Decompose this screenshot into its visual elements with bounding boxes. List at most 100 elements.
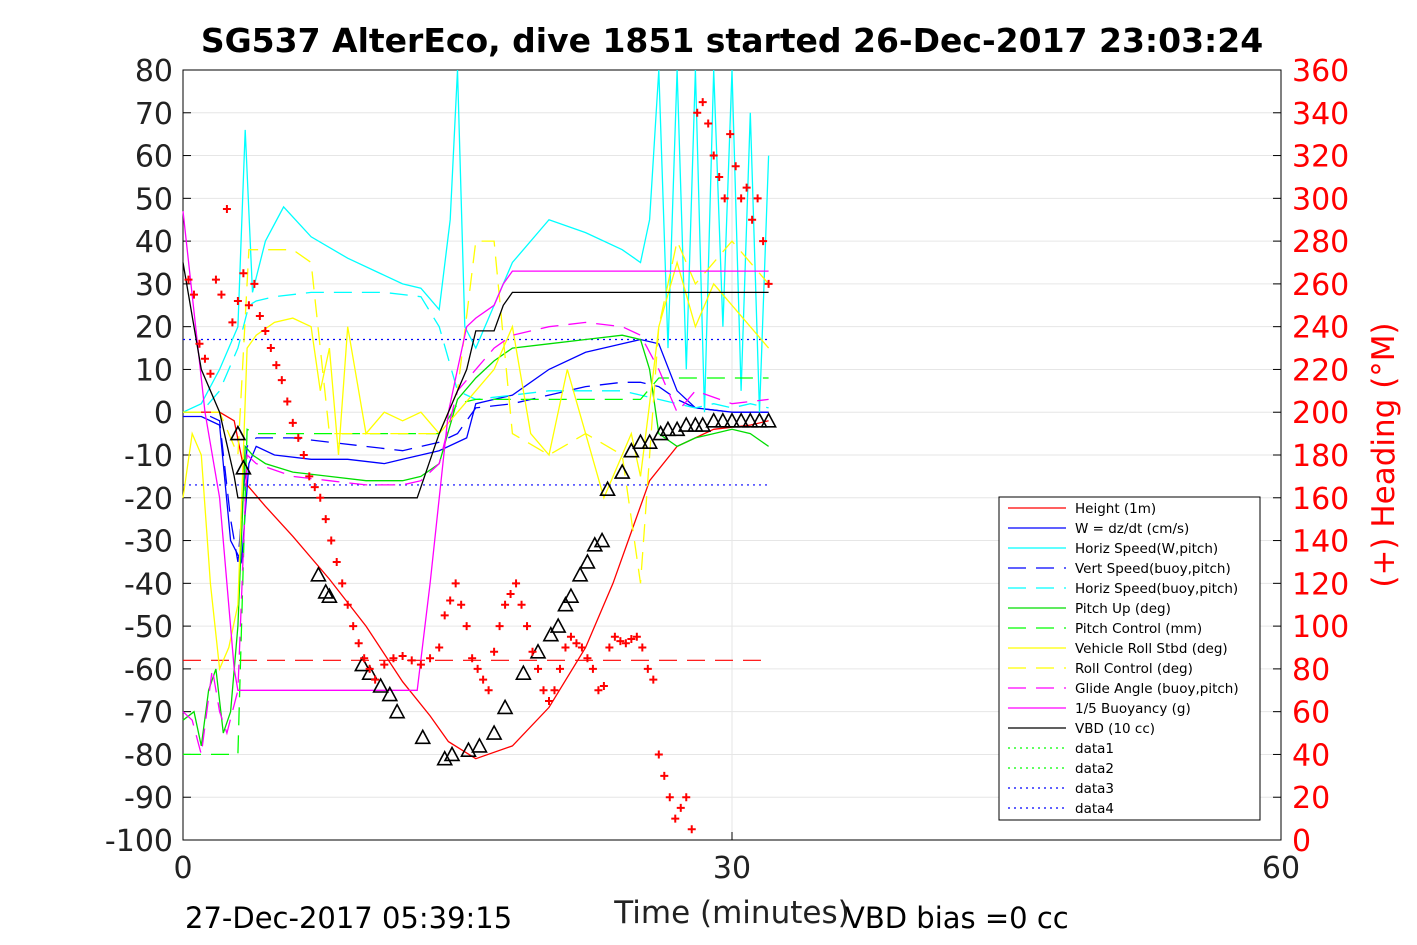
- left-tick-label: -90: [124, 781, 173, 816]
- left-tick-label: 70: [135, 97, 173, 132]
- heading-point: [643, 664, 652, 673]
- heading-points: [184, 98, 773, 834]
- heading-point: [704, 119, 713, 128]
- heading-point: [545, 696, 553, 705]
- heading-point: [660, 771, 669, 780]
- depth-markers: [229, 412, 777, 766]
- depth-marker: [751, 412, 768, 428]
- legend-label: data1: [1075, 741, 1114, 757]
- heading-point: [272, 361, 281, 370]
- right-tick-label: 20: [1292, 781, 1330, 816]
- depth-marker: [471, 737, 488, 753]
- heading-point: [517, 600, 526, 609]
- right-axis-label: (+) Heading (°M): [1366, 322, 1402, 587]
- depth-marker: [557, 596, 574, 612]
- legend-label: data3: [1075, 781, 1114, 797]
- heading-point: [462, 622, 471, 631]
- depth-marker: [586, 536, 604, 552]
- left-tick-label: 50: [135, 182, 173, 217]
- heading-point: [446, 596, 455, 605]
- heading-point: [676, 803, 685, 812]
- x-axis: 0 30 60: [173, 832, 1300, 886]
- heading-point: [327, 536, 336, 545]
- heading-point: [720, 194, 729, 203]
- heading-point: [332, 557, 341, 566]
- legend-label: Glide Angle (buoy,pitch): [1075, 681, 1239, 697]
- right-tick-label: 260: [1292, 268, 1349, 303]
- heading-point: [206, 369, 215, 378]
- heading-point: [283, 397, 292, 406]
- heading-point: [189, 290, 198, 299]
- heading-point: [621, 639, 630, 648]
- heading-point: [566, 632, 575, 641]
- heading-point: [239, 269, 248, 278]
- heading-point: [616, 637, 625, 646]
- depth-marker: [317, 583, 335, 599]
- heading-point: [764, 279, 773, 288]
- depth-marker: [571, 566, 589, 582]
- right-tick-label: 40: [1292, 738, 1330, 773]
- heading-point: [731, 162, 740, 171]
- heading-point: [288, 418, 297, 427]
- depth-marker: [310, 566, 327, 582]
- heading-point: [416, 660, 425, 669]
- vbd-bias-footer: VBD bias =0 cc: [845, 901, 1069, 935]
- heading-point: [594, 686, 603, 695]
- heading-point: [211, 275, 220, 284]
- right-y-axis: 3603403203002802602402202001801601401201…: [1273, 54, 1349, 859]
- heading-point: [605, 643, 614, 652]
- depth-marker: [321, 587, 338, 603]
- left-tick-label: 0: [154, 396, 173, 431]
- left-tick-label: 40: [135, 225, 173, 260]
- heading-point: [512, 579, 521, 588]
- heading-point: [555, 664, 564, 673]
- heading-point: [742, 183, 751, 192]
- depth-marker: [361, 664, 378, 680]
- left-tick-label: -30: [124, 525, 173, 560]
- heading-point: [457, 600, 466, 609]
- heading-point: [228, 318, 237, 327]
- heading-point: [360, 654, 369, 663]
- heading-point: [687, 825, 696, 834]
- depth-marker: [388, 702, 406, 719]
- heading-point: [266, 344, 275, 353]
- left-tick-label: 80: [135, 54, 173, 89]
- heading-point: [261, 326, 270, 335]
- heading-point: [682, 793, 691, 802]
- right-tick-label: 220: [1292, 353, 1349, 388]
- heading-point: [698, 98, 707, 107]
- left-tick-label: -20: [124, 482, 173, 517]
- x-tick-label: 30: [713, 851, 751, 886]
- legend-label: W = dz/dt (cm/s): [1075, 521, 1189, 537]
- right-tick-label: 120: [1292, 567, 1349, 602]
- heading-point: [343, 600, 352, 609]
- depth-marker: [694, 416, 712, 432]
- legend-label: Height (1m): [1075, 501, 1156, 517]
- series-glide: [182, 321, 769, 755]
- heading-point: [354, 639, 363, 648]
- reference-lines: [183, 338, 769, 661]
- right-tick-label: 0: [1292, 824, 1311, 859]
- depth-marker: [705, 412, 723, 428]
- series-horiz_buoy: [183, 291, 769, 413]
- heading-point: [627, 634, 636, 643]
- depth-marker: [515, 664, 532, 680]
- left-tick-label: 30: [135, 268, 173, 303]
- heading-point: [523, 622, 532, 631]
- left-y-axis: 80 70 60 50 40 30 20 10 0 -10 -20 -30 -40 -50 -60 -70 -8…: [105, 54, 191, 859]
- depth-marker: [623, 442, 640, 458]
- depth-marker: [354, 655, 371, 672]
- depth-marker: [372, 677, 389, 693]
- right-tick-label: 300: [1292, 182, 1349, 217]
- depth-marker: [723, 412, 741, 428]
- heading-point: [495, 622, 504, 631]
- heading-point: [244, 301, 253, 310]
- heading-point: [294, 433, 303, 442]
- heading-point: [638, 643, 647, 652]
- legend-label: Pitch Control (mm): [1075, 621, 1202, 637]
- heading-point: [539, 686, 548, 695]
- depth-marker: [562, 587, 580, 603]
- heading-point: [577, 643, 586, 652]
- heading-point: [599, 682, 608, 690]
